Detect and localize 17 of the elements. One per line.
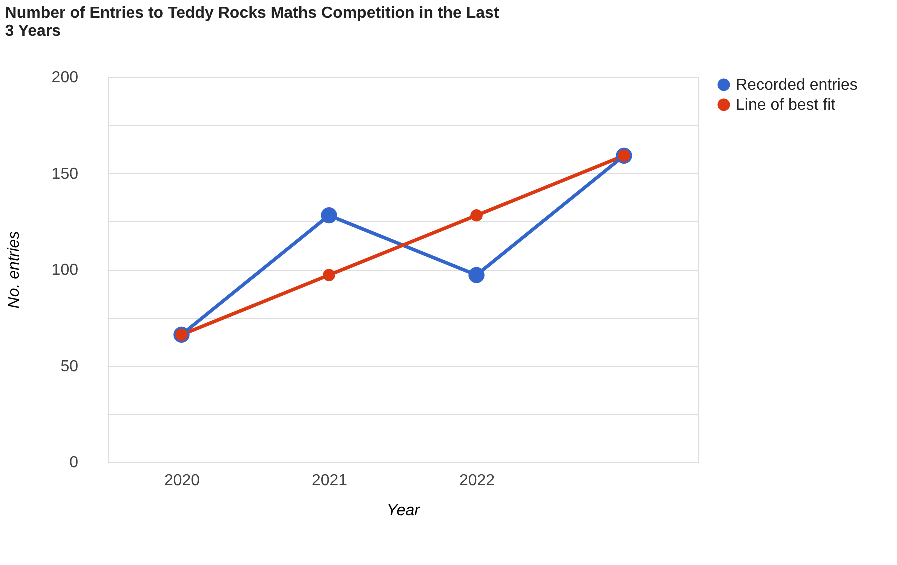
x-tick-label: 2020 [164,472,200,490]
x-axis-title: Year [387,502,421,520]
point [470,209,483,222]
point [323,269,336,282]
y-tick-label: 100 [52,262,79,279]
y-tick-label: 150 [52,166,79,183]
y-tick-label: 50 [60,358,79,376]
y-tick-label: 0 [70,454,79,472]
x-tick-label: 2021 [312,472,348,490]
x-tick-label: 2022 [459,472,496,490]
y-tick-label: 200 [52,70,79,86]
point [321,208,338,224]
legend-label: Line of best fit [736,97,836,114]
legend-label: Recorded entries [736,77,858,94]
point [468,267,485,284]
y-axis-title: No. entries [6,231,23,309]
chart-title: Number of Entries to Teddy Rocks Maths Competition in the Last 3 Years [5,5,500,40]
